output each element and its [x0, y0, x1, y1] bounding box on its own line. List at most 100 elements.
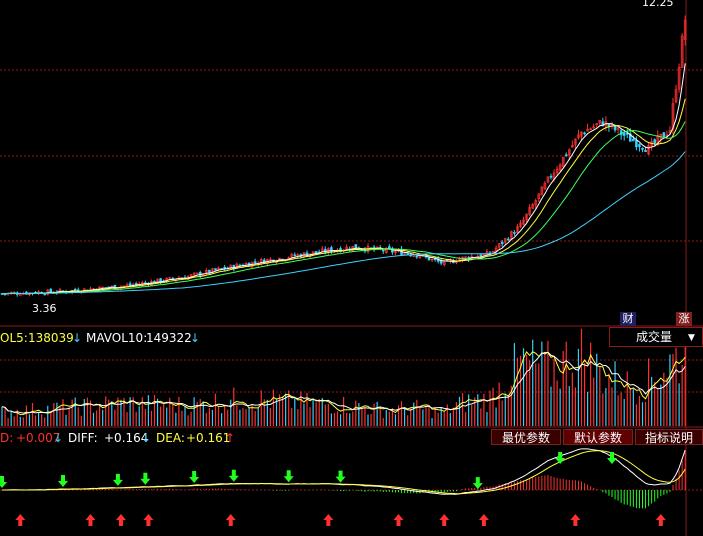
candle-body	[208, 269, 211, 274]
candle-body	[323, 248, 327, 253]
candle-body	[128, 283, 132, 286]
dea-value: +0.161	[186, 431, 231, 445]
diff-down-arrow: ↓	[141, 431, 152, 445]
candle-body	[589, 128, 592, 131]
candle-body	[205, 270, 208, 275]
buy-signal-up-arrow	[393, 514, 404, 526]
buy-signal-up-arrow	[439, 514, 450, 526]
candle-body	[290, 253, 294, 258]
diff-label: DIFF:	[68, 431, 98, 445]
candle-body	[683, 19, 687, 40]
max-price-label: 12.25	[642, 0, 674, 9]
buy-signal-up-arrow	[655, 514, 666, 526]
candle-body	[583, 132, 586, 135]
candle-body	[580, 131, 583, 137]
candle-body	[305, 252, 309, 257]
candle-body	[616, 127, 620, 130]
buy-signal-up-arrow	[15, 514, 26, 526]
indicator-dropdown[interactable]: 成交量 ▼	[609, 327, 703, 347]
candle-body	[677, 66, 681, 90]
candle-body	[217, 267, 220, 270]
candle-body	[18, 294, 22, 296]
macd-value: +0.007	[16, 431, 61, 445]
candle-body	[653, 139, 657, 144]
optimal-params-button[interactable]: 最优参数	[491, 429, 561, 445]
candle-body	[543, 182, 547, 190]
candle-body	[522, 219, 525, 225]
candle-body	[381, 249, 385, 252]
candle-body	[549, 175, 553, 178]
candle-body	[567, 149, 571, 156]
candle-body	[214, 268, 217, 271]
candle-body	[574, 138, 577, 145]
candle-body	[497, 243, 501, 248]
ma60-line	[1, 151, 686, 295]
candle-body	[534, 200, 538, 206]
sell-signal-down-arrow	[555, 452, 566, 464]
sell-signal-down-arrow	[112, 473, 123, 486]
candle-body	[601, 121, 605, 127]
buy-signal-up-arrow	[225, 514, 236, 526]
candle-body	[625, 133, 629, 135]
candle-body	[564, 154, 568, 157]
candle-body	[537, 193, 541, 200]
candle-body	[561, 156, 565, 167]
candle-body	[394, 251, 397, 254]
candle-body	[571, 145, 574, 148]
candle-body	[628, 133, 632, 142]
default-params-button[interactable]: 默认参数	[563, 429, 633, 445]
mavol5-line	[1, 351, 686, 416]
candle-body	[330, 247, 333, 253]
mavol5-label: OL5:	[0, 331, 28, 345]
candle-body	[531, 204, 535, 209]
candle-body	[293, 254, 297, 257]
mavol5-down-arrow: ↓	[72, 331, 83, 345]
chevron-down-icon: ▼	[688, 333, 695, 343]
rise-tag[interactable]: 涨	[676, 312, 692, 326]
sell-signal-down-arrow	[228, 469, 239, 482]
candle-body	[491, 250, 495, 254]
sell-signal-down-arrow	[335, 470, 346, 483]
candle-body	[519, 222, 522, 227]
sell-signal-down-arrow	[472, 477, 483, 490]
sell-signal-down-arrow	[189, 471, 200, 484]
dea-label: DEA:	[156, 431, 185, 445]
candle-body	[503, 238, 507, 243]
ma5-line	[1, 63, 686, 295]
candle-body	[680, 35, 684, 68]
candle-body	[516, 226, 519, 233]
candle-body	[632, 138, 635, 142]
candle-body	[577, 134, 580, 138]
candle-body	[558, 164, 562, 171]
buy-signal-up-arrow	[570, 514, 581, 526]
candle-body	[635, 140, 638, 148]
candle-body	[555, 168, 559, 174]
candle-body	[189, 274, 193, 277]
sell-signal-down-arrow	[607, 452, 617, 464]
candle-body	[592, 126, 596, 129]
dea-up-arrow: ↑	[225, 431, 236, 445]
candle-body	[500, 241, 504, 245]
candle-body	[662, 132, 666, 138]
indicator-help-button[interactable]: 指标说明	[635, 429, 703, 445]
ma10-line	[1, 98, 686, 295]
candle-body	[192, 272, 196, 275]
candle-body	[195, 272, 199, 275]
mavol10-line	[1, 351, 686, 414]
finance-tag[interactable]: 财	[620, 312, 636, 326]
mavol10-down-arrow: ↓	[190, 331, 201, 345]
sell-signal-down-arrow	[58, 474, 68, 487]
candle-body	[647, 144, 650, 155]
candle-body	[49, 288, 53, 293]
candle-body	[168, 277, 172, 279]
buy-signal-up-arrow	[115, 514, 126, 526]
diff-line	[1, 448, 686, 495]
sell-signal-down-arrow	[140, 472, 151, 485]
candle-body	[613, 125, 617, 131]
candle-body	[229, 264, 233, 269]
candle-body	[540, 186, 544, 196]
candle-body	[546, 176, 550, 183]
dea-line	[1, 450, 686, 495]
